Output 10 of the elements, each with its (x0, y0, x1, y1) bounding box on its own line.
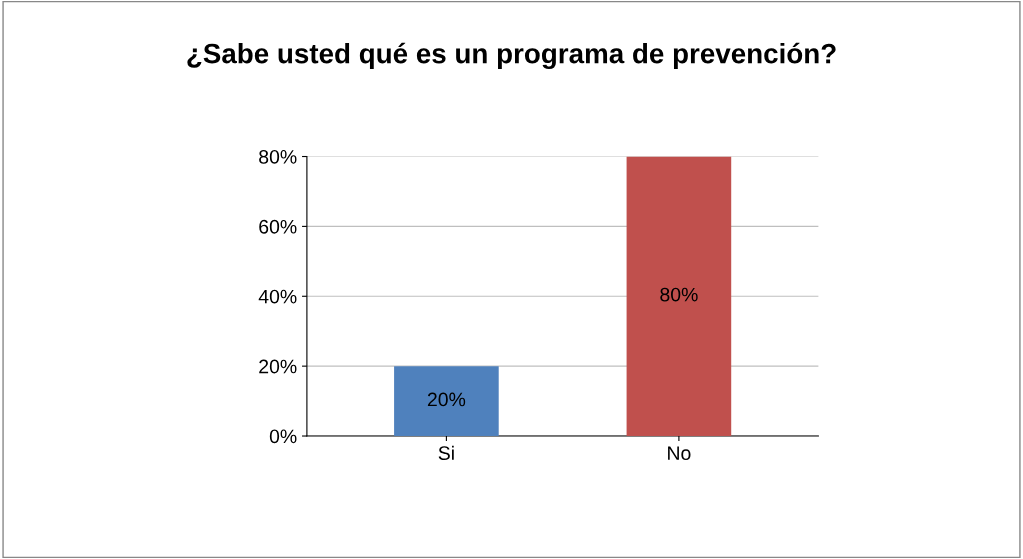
x-tick-label: Si (438, 445, 454, 461)
data-label: 20% (427, 392, 466, 407)
y-tick-label: 80% (259, 149, 297, 164)
x-tick-label: No (668, 446, 691, 461)
y-tick-label: 60% (259, 219, 297, 234)
y-tick-label: 0% (269, 429, 297, 444)
y-tick-label: 20% (259, 359, 297, 374)
y-tick-label: 40% (258, 289, 297, 304)
data-label: 80% (660, 287, 698, 302)
chart-title: ¿Sabe usted qué es un programa de prevención? (187, 42, 836, 70)
